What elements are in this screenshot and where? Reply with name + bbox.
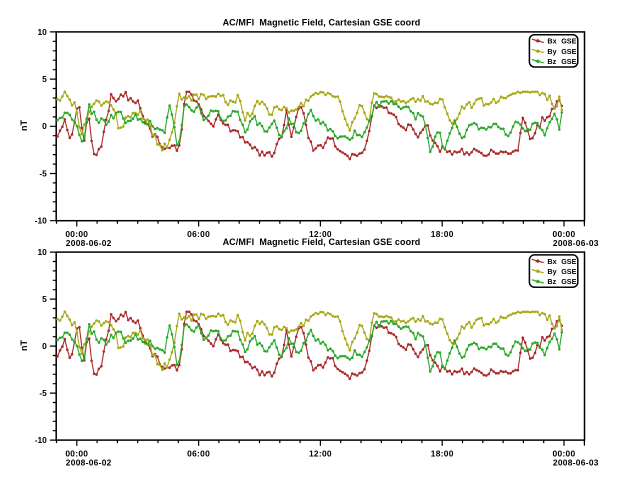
svg-text:00:00: 00:00 [553,229,576,239]
svg-text:18:00: 18:00 [431,229,454,239]
svg-text:12:00: 12:00 [309,449,332,459]
svg-text:-5: -5 [39,388,47,398]
svg-text:AC/MFI Magnetic Field, Cartes: AC/MFI Magnetic Field, Cartesian GSE coo… [223,237,421,247]
svg-text:2008-06-03: 2008-06-03 [553,238,599,248]
svg-text:2008-06-02: 2008-06-02 [66,238,112,248]
svg-text:2008-06-03: 2008-06-03 [553,457,599,467]
svg-text:GSE: GSE [561,57,576,66]
svg-text:Bz: Bz [547,277,556,286]
svg-text:06:00: 06:00 [187,229,210,239]
svg-text:00:00: 00:00 [65,449,88,459]
svg-text:5: 5 [42,294,47,304]
svg-text:nT: nT [19,120,29,131]
svg-text:Bx: Bx [547,257,556,266]
svg-text:18:00: 18:00 [431,449,454,459]
svg-text:GSE: GSE [561,277,576,286]
svg-text:0: 0 [42,121,47,131]
svg-text:00:00: 00:00 [65,229,88,239]
svg-text:nT: nT [19,340,29,351]
svg-text:00:00: 00:00 [553,449,576,459]
svg-text:Bz: Bz [547,57,556,66]
svg-text:5: 5 [42,74,47,84]
svg-text:AC/MFI Magnetic Field, Cartes: AC/MFI Magnetic Field, Cartesian GSE coo… [223,17,421,27]
svg-text:By: By [547,267,556,276]
svg-text:12:00: 12:00 [309,229,332,239]
svg-text:Bx: Bx [547,37,556,46]
svg-text:GSE: GSE [561,37,576,46]
svg-text:-5: -5 [39,168,47,178]
svg-text:10: 10 [37,247,47,257]
svg-text:GSE: GSE [561,257,576,266]
svg-text:GSE: GSE [561,47,576,56]
svg-text:2008-06-02: 2008-06-02 [66,457,112,467]
svg-text:GSE: GSE [561,267,576,276]
svg-text:06:00: 06:00 [187,449,210,459]
svg-text:-10: -10 [35,435,47,445]
svg-text:10: 10 [37,27,47,37]
svg-text:-10: -10 [35,216,47,226]
svg-text:By: By [547,47,556,56]
svg-text:0: 0 [42,341,47,351]
